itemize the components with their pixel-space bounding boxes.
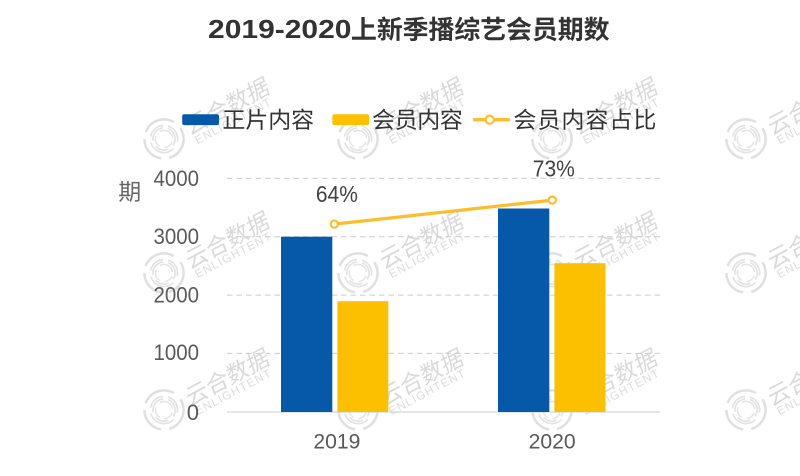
svg-text:2019-2020: 2019-2020 xyxy=(208,14,352,44)
svg-text:73%: 73% xyxy=(533,156,575,182)
svg-text:3000: 3000 xyxy=(154,224,200,249)
svg-text:4000: 4000 xyxy=(154,166,200,191)
svg-text:2020: 2020 xyxy=(529,430,576,453)
svg-text:2019: 2019 xyxy=(313,430,360,453)
svg-text:64%: 64% xyxy=(316,181,358,207)
svg-text:2000: 2000 xyxy=(154,282,200,307)
svg-text:1000: 1000 xyxy=(154,340,200,365)
svg-text:0: 0 xyxy=(187,400,199,425)
